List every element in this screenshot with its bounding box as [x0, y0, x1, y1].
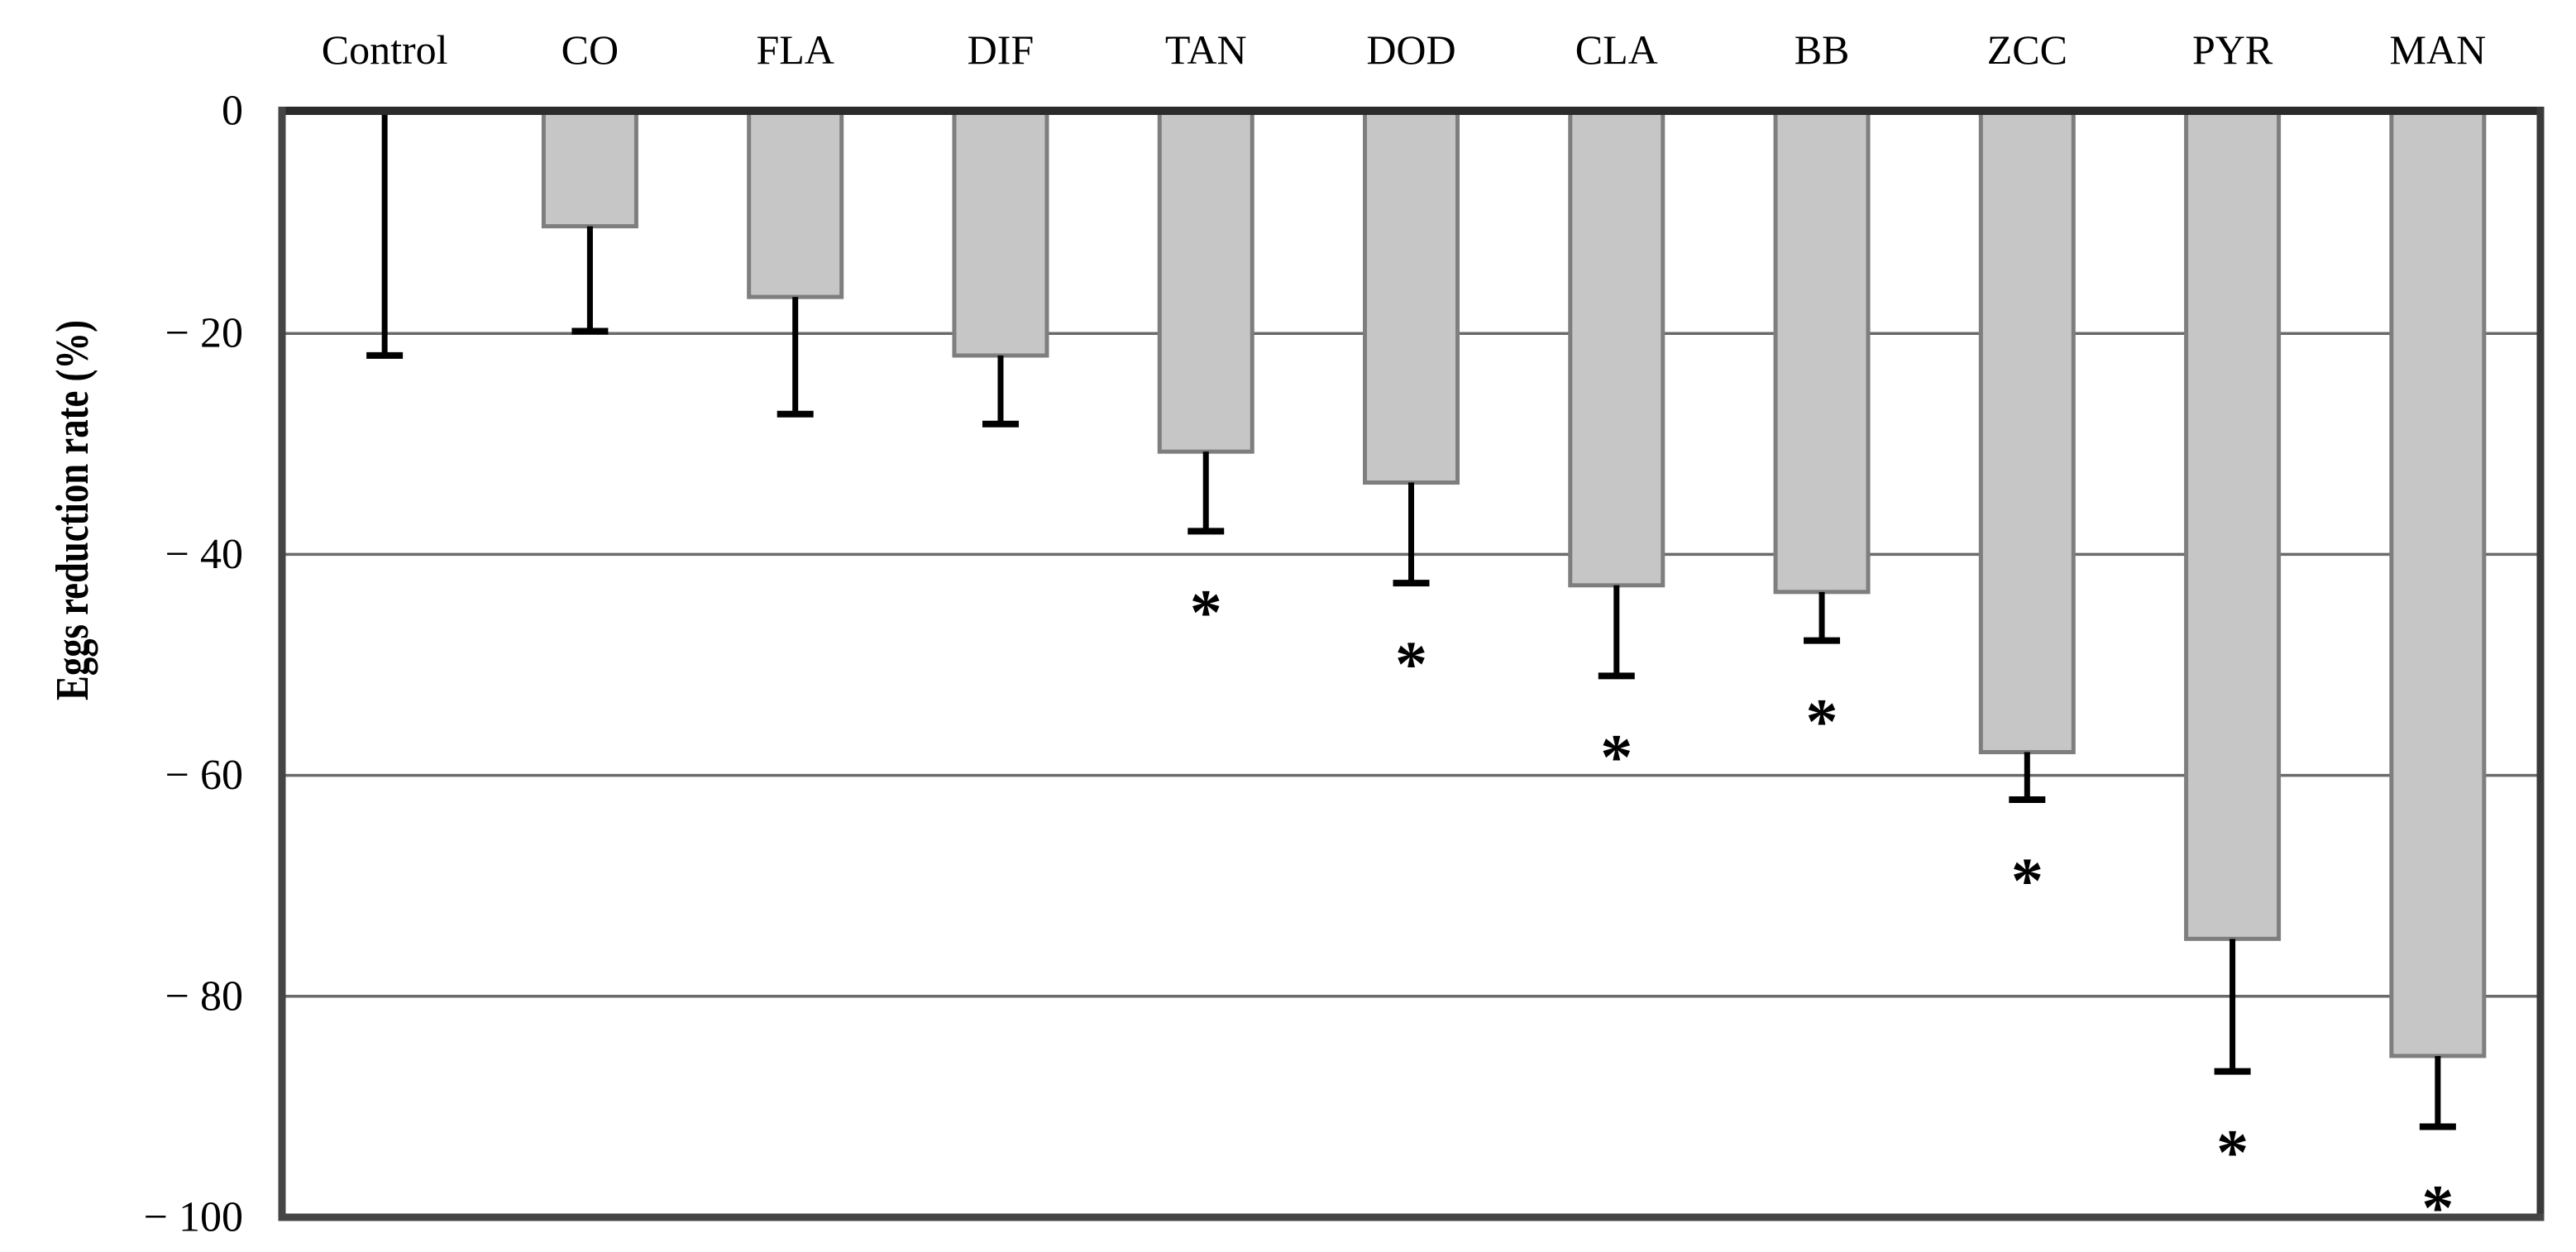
significance-asterisk-MAN: * — [2421, 1171, 2454, 1243]
significance-asterisk-PYR: * — [2216, 1116, 2249, 1188]
y-tick-label-0: 0 — [222, 88, 243, 135]
error-bar-FLA — [777, 297, 814, 418]
x-axis-label-BB: BB — [1795, 26, 1850, 73]
bar-CLA — [1568, 108, 1666, 588]
x-axis-label-DOD: DOD — [1366, 26, 1455, 73]
y-axis-title: Eggs reduction rate (%) — [47, 320, 98, 700]
x-axis-labels-group: Control CO FLA DIF TAN DOD CLA BB ZCC PYR MAN — [322, 26, 2486, 73]
y-axis-tick-labels-group: 0 − 20 − 40 − 60 − 80 − 100 — [144, 88, 243, 1241]
error-bar-CO — [571, 226, 609, 335]
error-bars-group — [366, 112, 2456, 1130]
bar-DIF — [952, 108, 1049, 358]
error-bar-Control — [366, 112, 404, 359]
significance-asterisk-TAN: * — [1190, 576, 1222, 648]
bars-group — [541, 108, 2487, 1058]
error-bar-PYR — [2214, 939, 2251, 1075]
error-bar-CLA — [1598, 585, 1635, 680]
bar-TAN — [1157, 108, 1255, 454]
y-tick-label--40: − 40 — [165, 531, 243, 578]
y-tick-label--100: − 100 — [144, 1194, 243, 1241]
error-bar-TAN — [1188, 452, 1225, 535]
significance-asterisk-ZCC: * — [2011, 844, 2043, 916]
y-tick-label--60: − 60 — [165, 752, 243, 799]
bar-PYR — [2184, 108, 2282, 941]
plot-border-group — [278, 107, 2545, 1221]
x-axis-label-CO: CO — [562, 26, 619, 73]
significance-markers-group: * * * * * * * — [1190, 576, 2454, 1243]
bar-ZCC — [1978, 108, 2076, 755]
significance-asterisk-CLA: * — [1600, 720, 1632, 792]
significance-asterisk-BB: * — [1806, 686, 1838, 757]
x-axis-label-FLA: FLA — [756, 26, 834, 73]
error-bar-MAN — [2419, 1055, 2456, 1130]
error-bar-ZCC — [2009, 752, 2046, 803]
error-bar-BB — [1804, 591, 1841, 644]
x-axis-label-DIF: DIF — [968, 26, 1035, 73]
bar-FLA — [747, 108, 844, 299]
x-axis-label-CLA: CLA — [1575, 26, 1658, 73]
bar-CO — [541, 108, 638, 229]
error-bar-DOD — [1393, 482, 1430, 587]
y-tick-label--80: − 80 — [165, 972, 243, 1020]
x-axis-label-TAN: TAN — [1165, 26, 1247, 73]
x-axis-label-PYR: PYR — [2192, 26, 2273, 73]
y-tick-label--20: − 20 — [165, 310, 243, 357]
x-axis-label-ZCC: ZCC — [1987, 26, 2067, 73]
error-bar-DIF — [982, 355, 1019, 428]
x-axis-label-MAN: MAN — [2390, 26, 2487, 73]
significance-asterisk-DOD: * — [1395, 628, 1427, 700]
bar-DOD — [1363, 108, 1460, 485]
bar-BB — [1773, 108, 1871, 595]
bar-MAN — [2389, 108, 2487, 1058]
x-axis-label-Control: Control — [322, 26, 448, 73]
